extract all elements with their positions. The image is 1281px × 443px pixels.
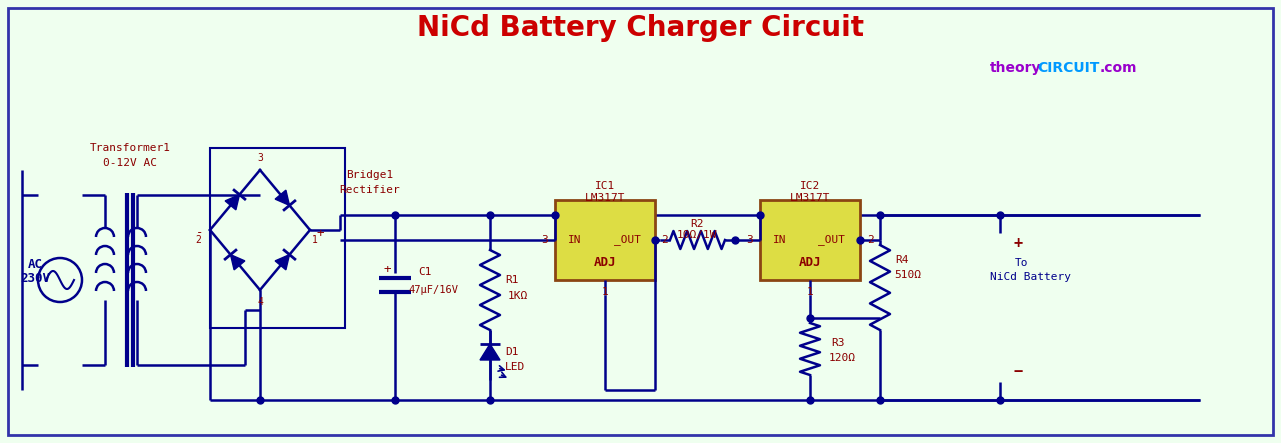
Text: 1: 1 xyxy=(602,287,608,297)
Text: Bridge1: Bridge1 xyxy=(346,170,393,180)
Text: LM317T: LM317T xyxy=(790,193,830,203)
Text: IC2: IC2 xyxy=(799,181,820,191)
Text: R4: R4 xyxy=(895,255,908,265)
Text: 2: 2 xyxy=(661,235,669,245)
Text: .com: .com xyxy=(1100,61,1138,75)
Text: IN: IN xyxy=(569,235,582,245)
Text: theory: theory xyxy=(990,61,1041,75)
Text: 120Ω: 120Ω xyxy=(829,353,856,363)
Text: 1KΩ: 1KΩ xyxy=(507,291,528,301)
Bar xyxy=(210,148,345,328)
Text: R2: R2 xyxy=(690,219,703,229)
Text: AC: AC xyxy=(27,259,42,272)
Polygon shape xyxy=(275,255,290,270)
Text: IN: IN xyxy=(774,235,787,245)
Text: To: To xyxy=(1016,258,1029,268)
Text: IC1: IC1 xyxy=(594,181,615,191)
Text: _OUT: _OUT xyxy=(819,234,845,245)
Text: NiCd Battery: NiCd Battery xyxy=(989,272,1071,282)
Text: 3: 3 xyxy=(747,235,753,245)
Text: 4: 4 xyxy=(257,297,263,307)
Text: 510Ω: 510Ω xyxy=(894,270,921,280)
Text: NiCd Battery Charger Circuit: NiCd Battery Charger Circuit xyxy=(418,14,863,42)
Text: +: + xyxy=(316,226,324,240)
Text: 2: 2 xyxy=(195,235,201,245)
Text: 10Ω/1W: 10Ω/1W xyxy=(676,230,717,240)
Text: R3: R3 xyxy=(831,338,844,348)
Text: LM317T: LM317T xyxy=(584,193,625,203)
Text: Transformer1: Transformer1 xyxy=(90,143,170,153)
Polygon shape xyxy=(275,190,290,206)
Polygon shape xyxy=(231,255,245,270)
Text: +: + xyxy=(383,264,391,276)
Polygon shape xyxy=(480,344,500,360)
Text: LED: LED xyxy=(505,362,525,372)
Text: −: − xyxy=(1013,365,1022,380)
Text: 3: 3 xyxy=(542,235,548,245)
Text: 0-12V AC: 0-12V AC xyxy=(102,158,158,168)
Text: 3: 3 xyxy=(257,153,263,163)
Text: D1: D1 xyxy=(505,347,519,357)
Text: _OUT: _OUT xyxy=(614,234,640,245)
Text: 47μF/16V: 47μF/16V xyxy=(409,285,459,295)
Text: ADJ: ADJ xyxy=(594,256,616,268)
Bar xyxy=(555,200,655,280)
Text: C1: C1 xyxy=(419,267,432,277)
Text: R1: R1 xyxy=(505,275,519,285)
Text: 230V: 230V xyxy=(20,272,50,284)
Text: +: + xyxy=(1013,236,1022,250)
Text: ADJ: ADJ xyxy=(799,256,821,268)
Text: CIRCUIT: CIRCUIT xyxy=(1038,61,1099,75)
Text: Rectifier: Rectifier xyxy=(339,185,401,195)
Polygon shape xyxy=(225,194,240,210)
Text: 1: 1 xyxy=(313,235,318,245)
Text: -: - xyxy=(196,226,204,240)
Text: 1: 1 xyxy=(807,287,813,297)
Text: 2: 2 xyxy=(867,235,874,245)
Bar xyxy=(760,200,860,280)
